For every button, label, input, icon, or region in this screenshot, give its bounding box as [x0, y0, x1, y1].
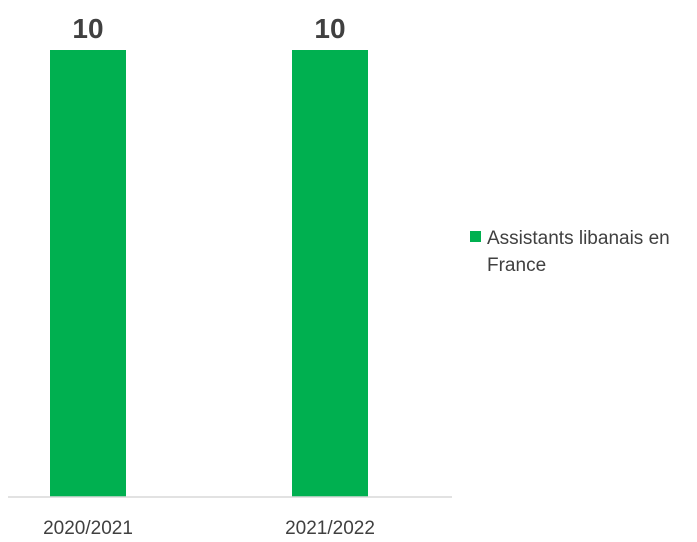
legend-label: Assistants libanais en France	[487, 228, 670, 276]
bars-layer	[50, 50, 368, 497]
bar-0	[50, 50, 126, 497]
data-label-1: 10	[314, 13, 345, 44]
legend-swatch	[470, 231, 481, 242]
data-label-0: 10	[72, 13, 103, 44]
x-tick-label-0: 2020/2021	[43, 518, 133, 539]
labels-layer: 10 10	[72, 13, 345, 44]
legend: Assistants libanais en France	[470, 225, 695, 279]
bar-1	[292, 50, 368, 497]
ticks-layer: 2020/2021 2021/2022	[43, 518, 375, 539]
x-tick-label-1: 2021/2022	[285, 518, 375, 539]
